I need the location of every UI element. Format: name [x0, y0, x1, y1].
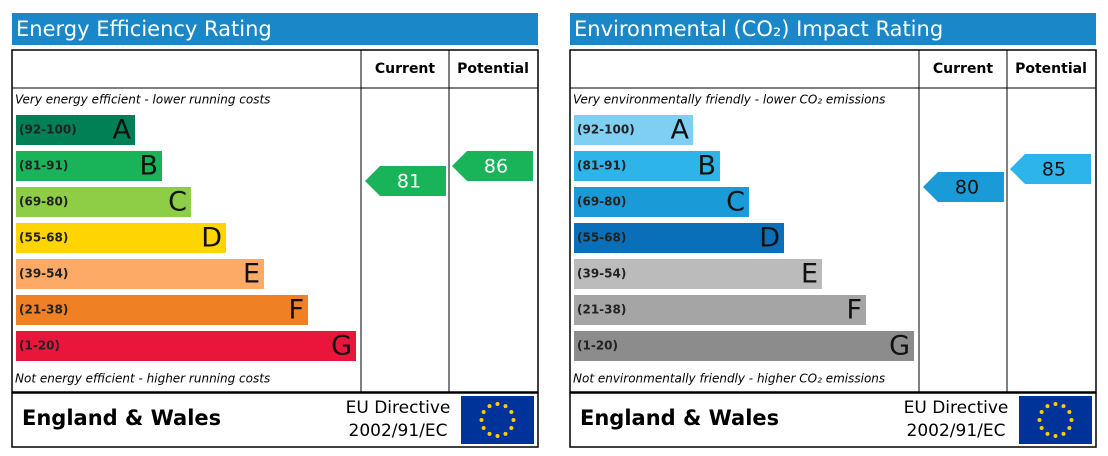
band-letter: D: [759, 223, 780, 254]
eu-star: [509, 410, 514, 414]
band-range: (69-80): [19, 195, 68, 209]
eu-star: [487, 431, 492, 436]
region: England & Wales: [580, 406, 779, 430]
column-header: Potential: [1015, 61, 1087, 77]
eu-star: [1039, 426, 1044, 430]
rating-arrow: [452, 151, 533, 181]
band-letter: D: [201, 223, 222, 254]
bottom-note: Not environmentally friendly - higher CO…: [573, 372, 885, 386]
band-letter: E: [243, 259, 260, 290]
top-note: Very energy efficient - lower running co…: [15, 93, 270, 107]
band-range: (39-54): [577, 267, 626, 281]
eu-star: [1045, 431, 1050, 436]
band-letter: F: [288, 295, 304, 326]
rating-band: [574, 259, 822, 289]
band-range: (55-68): [577, 231, 626, 245]
eu-star: [1069, 418, 1074, 422]
band-range: (81-91): [19, 159, 68, 173]
band-range: (39-54): [19, 267, 68, 281]
rating-value: 80: [955, 177, 979, 199]
band-letter: G: [331, 331, 352, 362]
rating-band: [574, 295, 866, 325]
band-letter: A: [671, 115, 690, 146]
band-letter: F: [846, 295, 862, 326]
rating-arrow: [923, 172, 1004, 202]
panel-title: Environmental (CO₂) Impact Rating: [574, 17, 943, 41]
eu-star: [487, 404, 492, 409]
bottom-note: Not energy efficient - higher running co…: [15, 372, 270, 386]
directive: 2002/91/EC: [907, 421, 1006, 441]
band-range: (92-100): [19, 123, 77, 137]
band-range: (21-38): [19, 303, 68, 317]
rating-value: 81: [397, 171, 421, 193]
eu-star: [509, 426, 514, 430]
eu-star: [495, 434, 500, 438]
eu-star: [1061, 431, 1066, 436]
band-range: (1-20): [577, 339, 618, 353]
column-header: Current: [933, 61, 994, 77]
band-letter: E: [801, 259, 818, 290]
footer-box: [569, 392, 1097, 448]
eu-star: [511, 418, 516, 422]
rating-panel: Energy Efficiency Rating Current Potential…: [11, 13, 539, 448]
region: England & Wales: [22, 406, 221, 430]
eu-star: [481, 426, 486, 430]
eu-star: [1053, 434, 1058, 438]
footer-box: [11, 392, 539, 448]
band-range: (55-68): [19, 231, 68, 245]
band-range: (92-100): [577, 123, 635, 137]
eu-star: [1039, 410, 1044, 414]
panel-title: Energy Efficiency Rating: [16, 17, 272, 41]
eu-star: [481, 410, 486, 414]
eu-star: [1067, 410, 1072, 414]
eu-star: [495, 402, 500, 406]
rating-band: [574, 115, 693, 145]
eu-star: [479, 418, 484, 422]
directive: EU Directive: [904, 398, 1009, 418]
top-note: Very environmentally friendly - lower CO…: [573, 93, 885, 107]
eu-star: [1053, 402, 1058, 406]
rating-band: [574, 223, 784, 253]
band-letter: B: [697, 151, 716, 182]
band-range: (1-20): [19, 339, 60, 353]
rating-band: [16, 259, 264, 289]
eu-star: [1067, 426, 1072, 430]
rating-band: [16, 223, 226, 253]
rating-panel: Environmental (CO₂) Impact Rating Current…: [569, 13, 1097, 448]
directive: EU Directive: [346, 398, 451, 418]
band-letter: A: [113, 115, 132, 146]
eu-star: [1061, 404, 1066, 409]
title-bar: [570, 13, 1096, 45]
rating-band: [574, 331, 914, 361]
band-letter: B: [139, 151, 158, 182]
eu-star: [1045, 404, 1050, 409]
rating-value: 86: [484, 156, 508, 178]
band-letter: G: [889, 331, 910, 362]
band-letter: C: [168, 187, 187, 218]
rating-value: 85: [1042, 159, 1066, 181]
eu-star: [503, 404, 508, 409]
band-range: (81-91): [577, 159, 626, 173]
column-header: Current: [375, 61, 436, 77]
eu-star: [503, 431, 508, 436]
rating-arrow: [365, 166, 446, 196]
rating-band: [574, 187, 749, 217]
band-range: (21-38): [577, 303, 626, 317]
rating-band: [16, 295, 308, 325]
rating-band: [16, 187, 191, 217]
band-letter: C: [726, 187, 745, 218]
column-header: Potential: [457, 61, 529, 77]
rating-arrow: [1010, 154, 1091, 184]
eu-star: [1037, 418, 1042, 422]
directive: 2002/91/EC: [349, 421, 448, 441]
rating-band: [16, 331, 356, 361]
title-bar: [12, 13, 538, 45]
rating-band: [574, 151, 720, 181]
band-range: (69-80): [577, 195, 626, 209]
rating-band: [16, 151, 162, 181]
rating-band: [16, 115, 135, 145]
